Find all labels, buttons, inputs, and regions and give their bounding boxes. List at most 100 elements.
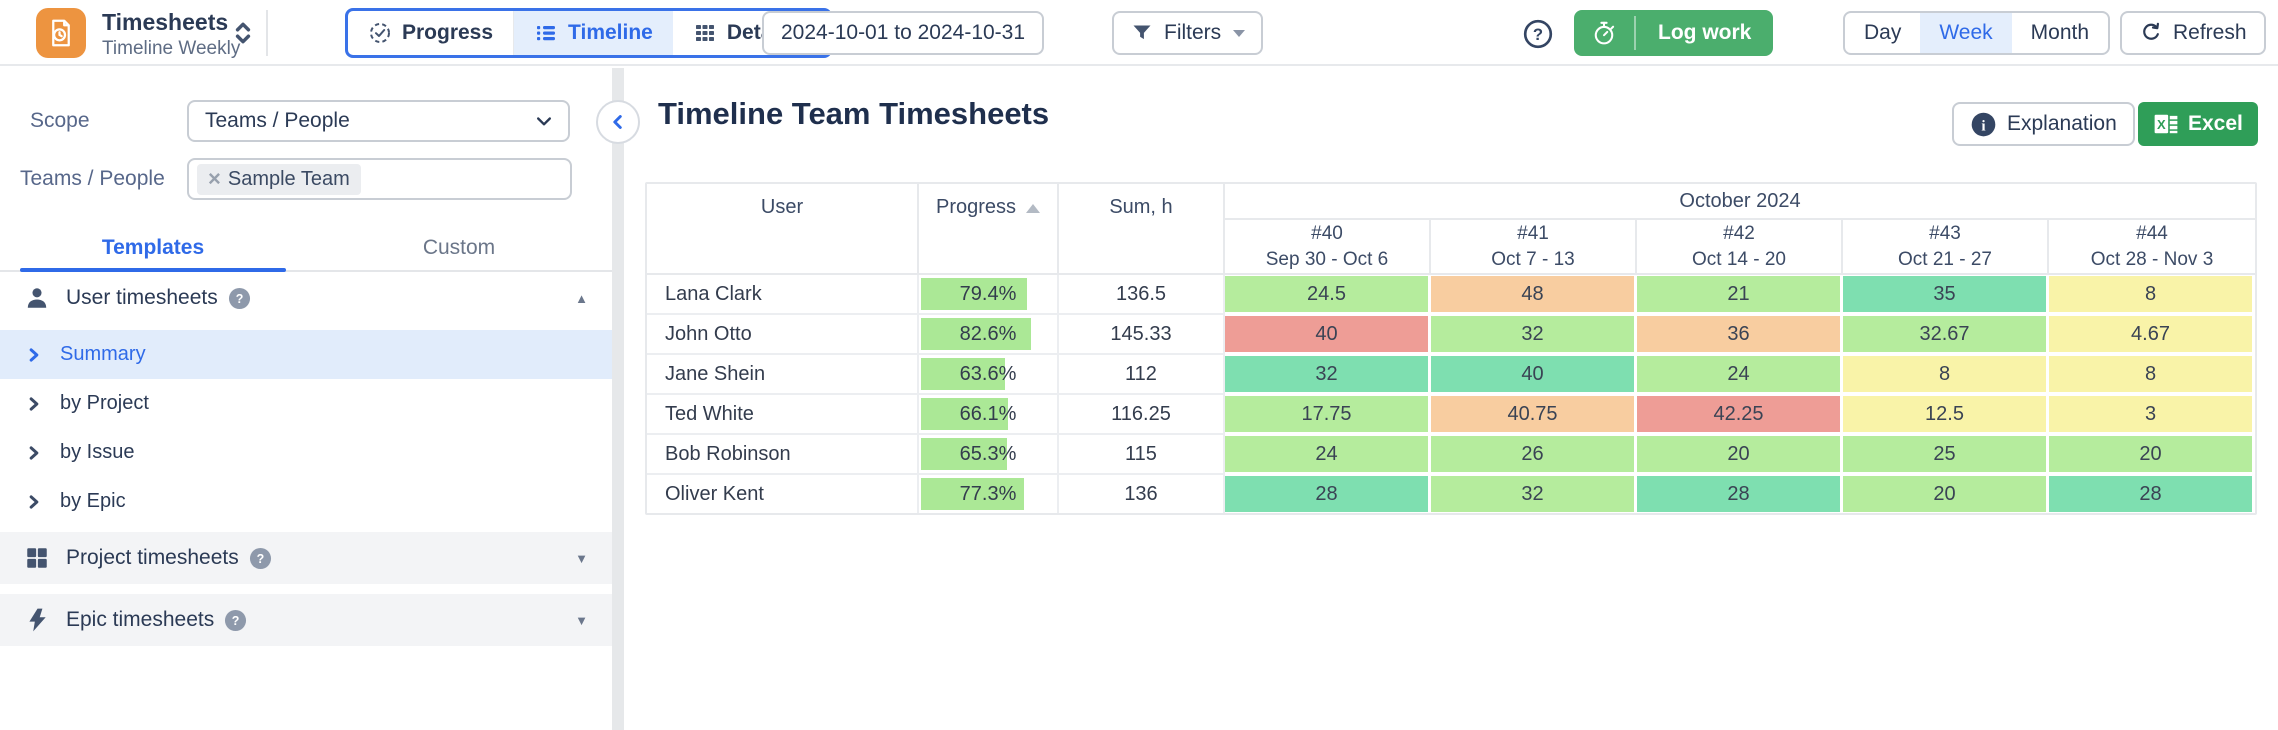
person-icon (24, 285, 50, 311)
excel-export-button[interactable]: X Excel (2138, 102, 2258, 146)
week-cell: 8 (1843, 355, 2049, 395)
progress-circle-icon (368, 21, 392, 45)
teams-people-input[interactable]: × Sample Team (187, 158, 572, 200)
period-tab-day[interactable]: Day (1864, 21, 1902, 44)
week-cell: 12.5 (1843, 395, 2049, 435)
week-cell: 32 (1431, 475, 1637, 513)
table-row: Lana Clark 79.4% 136.5 24.5 48 21 35 8 (647, 275, 2256, 315)
week-cell: 35 (1843, 275, 2049, 315)
progress-value: 77.3% (959, 482, 1017, 505)
week-cell-value: 32 (1225, 356, 1428, 392)
sort-ascending-icon (1026, 204, 1041, 213)
week-cell-value: 48 (1431, 276, 1634, 312)
progress-cell: 63.6% (919, 355, 1059, 395)
sum-cell: 136 (1059, 475, 1225, 513)
log-work-button[interactable]: Log work (1636, 10, 1773, 56)
table-row: John Otto 82.6% 145.33 40 32 36 32.67 4.67 (647, 315, 2256, 355)
report-switcher-icon[interactable] (228, 17, 258, 49)
section-header-user[interactable]: User timesheets? ▲ (0, 272, 612, 324)
expand-triangle-icon: ▼ (575, 550, 588, 566)
column-header-progress[interactable]: Progress (919, 184, 1059, 275)
active-tab-underline (20, 268, 286, 272)
section-label: Epic timesheets (66, 608, 215, 631)
chevron-right-icon (26, 347, 42, 363)
app-title: Timesheets (102, 9, 229, 35)
collapse-triangle-icon: ▲ (575, 290, 588, 306)
period-tab-week[interactable]: Week (1920, 13, 2012, 53)
timesheet-table: User Progress Sum, h October 2024 #40 Sep 30 … (645, 182, 2258, 515)
week-cell: 8 (2049, 275, 2256, 315)
week-cell-value: 20 (2049, 436, 2253, 472)
user-cell: Lana Clark (647, 275, 919, 315)
scope-label: Scope (30, 109, 90, 132)
section-label: User timesheets (66, 286, 218, 309)
help-badge-icon[interactable]: ? (249, 547, 272, 570)
column-header-week: #40 Sep 30 - Oct 6 (1225, 220, 1431, 275)
progress-bar (921, 438, 1008, 470)
progress-cell: 77.3% (919, 475, 1059, 513)
week-cell: 32 (1431, 315, 1637, 355)
sum-cell: 116.25 (1059, 395, 1225, 435)
week-cell: 24 (1637, 355, 1843, 395)
progress-bar (921, 398, 1009, 430)
collapse-sidebar-button[interactable] (596, 100, 640, 144)
svg-text:?: ? (232, 614, 240, 628)
week-cell: 40.75 (1431, 395, 1637, 435)
help-badge-icon[interactable]: ? (224, 609, 247, 632)
svg-text:?: ? (235, 292, 243, 306)
svg-text:?: ? (1533, 25, 1543, 44)
sidebar-tab-templates[interactable]: Templates (101, 236, 205, 259)
progress-cell: 79.4% (919, 275, 1059, 315)
main-content: Timeline Team Timesheets i Explanation X… (624, 68, 2278, 730)
week-cell: 17.75 (1225, 395, 1431, 435)
sum-cell: 112 (1059, 355, 1225, 395)
sidebar-tab-custom[interactable]: Custom (422, 236, 496, 259)
scope-select-value: Teams / People (205, 109, 350, 132)
user-cell: John Otto (647, 315, 919, 355)
app-subtitle: Timeline Weekly (102, 38, 241, 60)
filters-button[interactable]: Filters (1112, 11, 1264, 55)
help-icon[interactable]: ? (1522, 18, 1554, 50)
sum-cell: 115 (1059, 435, 1225, 475)
sidebar: Scope Teams / People Teams / People × Sa… (0, 68, 612, 730)
timeline-list-icon (534, 21, 558, 45)
sidebar-item-by-issue[interactable]: by Issue (0, 428, 612, 477)
week-cell: 40 (1225, 315, 1431, 355)
tree-item-label: by Issue (60, 441, 135, 463)
scope-select[interactable]: Teams / People (187, 100, 570, 142)
table-row: Jane Shein 63.6% 112 32 40 24 8 8 (647, 355, 2256, 395)
week-cell: 20 (2049, 435, 2256, 475)
week-cell: 25 (1843, 435, 2049, 475)
explanation-button[interactable]: i Explanation (1952, 102, 2135, 146)
start-timer-button[interactable] (1574, 10, 1634, 56)
week-cell-value: 21 (1637, 276, 1840, 312)
week-cell-value: 3 (2049, 396, 2253, 432)
date-range-picker[interactable]: 2024-10-01 to 2024-10-31 (762, 11, 1045, 55)
sidebar-item-by-project[interactable]: by Project (0, 379, 612, 428)
week-number: #41 (1517, 222, 1549, 244)
excel-label: Excel (2188, 112, 2243, 135)
section-header-epic[interactable]: Epic timesheets? ▼ (0, 594, 612, 646)
help-badge-icon[interactable]: ? (228, 287, 251, 310)
week-cell: 42.25 (1637, 395, 1843, 435)
section-header-project[interactable]: Project timesheets? ▼ (0, 532, 612, 584)
progress-cell: 66.1% (919, 395, 1059, 435)
grid-icon (24, 545, 50, 571)
view-tab-progress[interactable]: Progress (348, 11, 515, 55)
progress-bar (921, 478, 1024, 510)
sidebar-item-by-epic[interactable]: by Epic (0, 477, 612, 526)
refresh-button[interactable]: Refresh (2120, 11, 2266, 55)
week-cell-value: 28 (1225, 476, 1428, 512)
progress-cell: 65.3% (919, 435, 1059, 475)
remove-tag-icon[interactable]: × (208, 166, 221, 191)
view-tab-timeline[interactable]: Timeline (514, 11, 673, 55)
tree-item-label: Summary (60, 343, 146, 365)
week-range: Oct 21 - 27 (1898, 248, 1992, 270)
chevron-right-icon (26, 494, 42, 510)
toolbar-divider (266, 10, 268, 56)
sidebar-item-summary[interactable]: Summary (0, 330, 612, 379)
period-tab-month[interactable]: Month (2030, 21, 2090, 44)
week-cell-value: 17.75 (1225, 396, 1428, 432)
week-number: #44 (2136, 222, 2168, 244)
chevron-right-icon (26, 445, 42, 461)
